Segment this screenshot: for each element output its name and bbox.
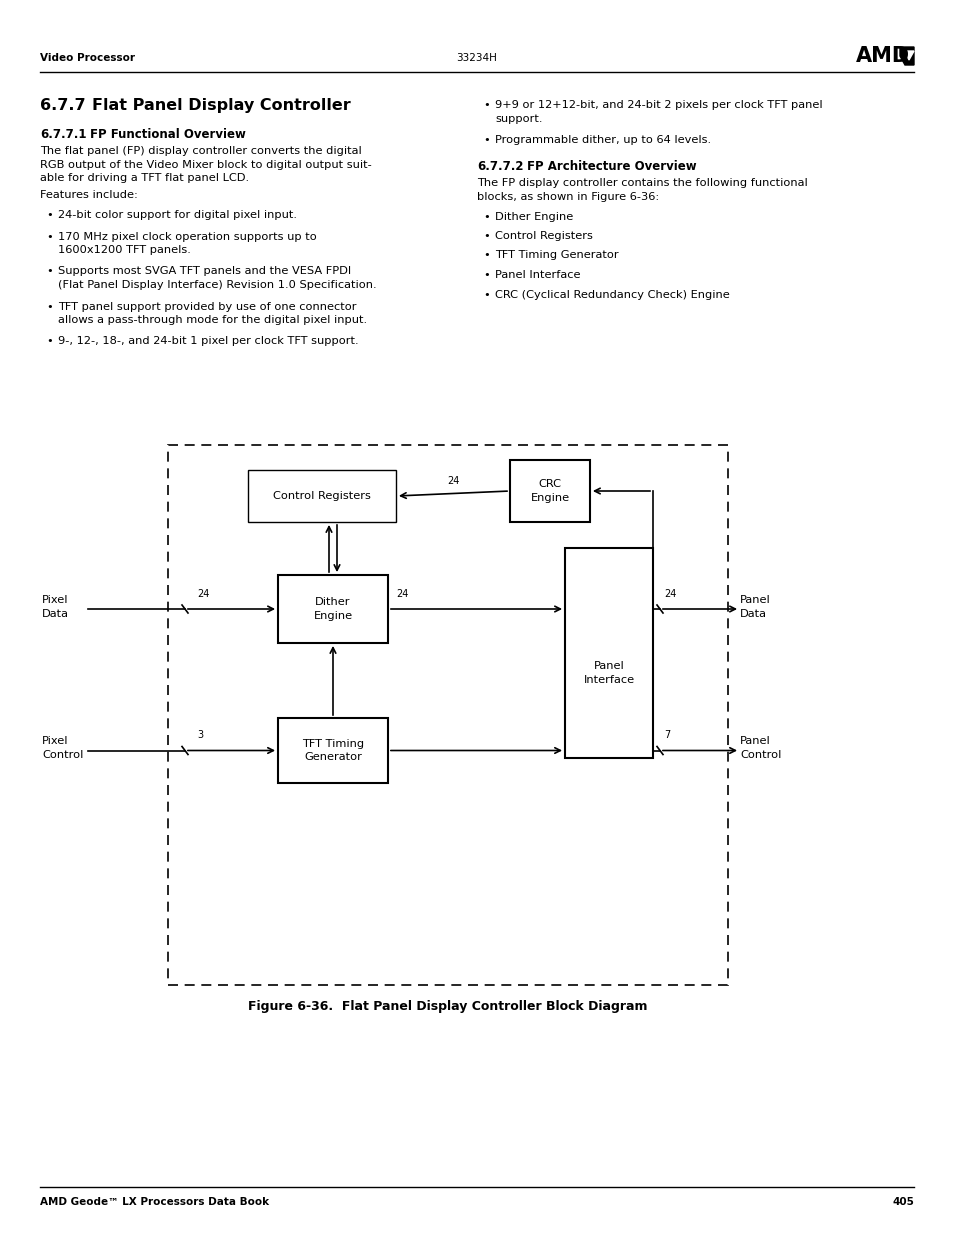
Text: 3: 3 — [196, 730, 203, 741]
Text: TFT Timing
Generator: TFT Timing Generator — [301, 739, 364, 762]
Text: 9-, 12-, 18-, and 24-bit 1 pixel per clock TFT support.: 9-, 12-, 18-, and 24-bit 1 pixel per clo… — [58, 336, 358, 347]
Text: 24: 24 — [446, 475, 458, 487]
Text: •: • — [482, 231, 489, 241]
Text: TFT panel support provided by use of one connector: TFT panel support provided by use of one… — [58, 301, 356, 311]
Text: 6.7.7.1: 6.7.7.1 — [40, 128, 87, 141]
Text: Flat Panel Display Controller: Flat Panel Display Controller — [91, 98, 351, 112]
Text: •: • — [482, 211, 489, 221]
Text: •: • — [482, 135, 489, 144]
Text: Panel
Interface: Panel Interface — [583, 662, 634, 684]
Text: FP Architecture Overview: FP Architecture Overview — [526, 161, 696, 173]
Text: 24-bit color support for digital pixel input.: 24-bit color support for digital pixel i… — [58, 210, 296, 220]
Text: Panel
Data: Panel Data — [740, 595, 770, 619]
Text: •: • — [482, 100, 489, 110]
Text: Panel Interface: Panel Interface — [495, 270, 579, 280]
Text: •: • — [482, 270, 489, 280]
Bar — [277, 576, 388, 643]
Text: Supports most SVGA TFT panels and the VESA FPDI: Supports most SVGA TFT panels and the VE… — [58, 267, 351, 277]
Text: Control Registers: Control Registers — [495, 231, 592, 241]
Text: allows a pass-through mode for the digital pixel input.: allows a pass-through mode for the digit… — [58, 315, 367, 325]
Text: 6.7.7: 6.7.7 — [40, 98, 86, 112]
Text: 24: 24 — [663, 589, 676, 599]
Text: 7: 7 — [663, 730, 670, 741]
Text: blocks, as shown in Figure 6-36:: blocks, as shown in Figure 6-36: — [476, 191, 659, 203]
Text: Programmable dither, up to 64 levels.: Programmable dither, up to 64 levels. — [495, 135, 710, 144]
Text: FP Functional Overview: FP Functional Overview — [90, 128, 246, 141]
Text: 405: 405 — [891, 1197, 913, 1207]
Text: •: • — [46, 301, 52, 311]
Text: The flat panel (FP) display controller converts the digital: The flat panel (FP) display controller c… — [40, 146, 361, 156]
Text: Pixel
Data: Pixel Data — [42, 595, 69, 619]
Text: Features include:: Features include: — [40, 190, 138, 200]
Text: support.: support. — [495, 114, 542, 124]
Text: The FP display controller contains the following functional: The FP display controller contains the f… — [476, 179, 807, 189]
Text: •: • — [46, 336, 52, 347]
Text: Figure 6-36.  Flat Panel Display Controller Block Diagram: Figure 6-36. Flat Panel Display Controll… — [248, 1000, 647, 1013]
Text: 24: 24 — [395, 589, 408, 599]
Text: Video Processor: Video Processor — [40, 53, 135, 63]
Text: •: • — [482, 251, 489, 261]
Text: (Flat Panel Display Interface) Revision 1.0 Specification.: (Flat Panel Display Interface) Revision … — [58, 280, 376, 290]
Text: AMD Geode™ LX Processors Data Book: AMD Geode™ LX Processors Data Book — [40, 1197, 269, 1207]
Bar — [277, 718, 388, 783]
Text: •: • — [46, 231, 52, 242]
Text: RGB output of the Video Mixer block to digital output suit-: RGB output of the Video Mixer block to d… — [40, 159, 372, 169]
Polygon shape — [904, 51, 913, 61]
Text: •: • — [482, 289, 489, 300]
Text: •: • — [46, 210, 52, 220]
Text: 6.7.7.2: 6.7.7.2 — [476, 161, 523, 173]
Text: TFT Timing Generator: TFT Timing Generator — [495, 251, 618, 261]
Text: •: • — [46, 267, 52, 277]
Text: Dither
Engine: Dither Engine — [314, 598, 353, 621]
Text: 33234H: 33234H — [456, 53, 497, 63]
Text: Control Registers: Control Registers — [273, 492, 371, 501]
Text: Pixel
Control: Pixel Control — [42, 736, 83, 760]
Text: 170 MHz pixel clock operation supports up to: 170 MHz pixel clock operation supports u… — [58, 231, 316, 242]
Polygon shape — [899, 47, 913, 65]
Bar — [510, 459, 589, 522]
Text: 9+9 or 12+12-bit, and 24-bit 2 pixels per clock TFT panel: 9+9 or 12+12-bit, and 24-bit 2 pixels pe… — [495, 100, 821, 110]
Text: 1600x1200 TFT panels.: 1600x1200 TFT panels. — [58, 245, 191, 254]
Text: AMD: AMD — [855, 46, 909, 65]
Bar — [248, 471, 395, 522]
Text: Panel
Control: Panel Control — [740, 736, 781, 760]
Text: CRC (Cyclical Redundancy Check) Engine: CRC (Cyclical Redundancy Check) Engine — [495, 289, 729, 300]
Text: able for driving a TFT flat panel LCD.: able for driving a TFT flat panel LCD. — [40, 173, 249, 183]
Bar — [168, 445, 727, 986]
Text: Dither Engine: Dither Engine — [495, 211, 573, 221]
Text: 24: 24 — [196, 589, 209, 599]
Text: CRC
Engine: CRC Engine — [530, 479, 569, 503]
Bar — [564, 548, 652, 758]
